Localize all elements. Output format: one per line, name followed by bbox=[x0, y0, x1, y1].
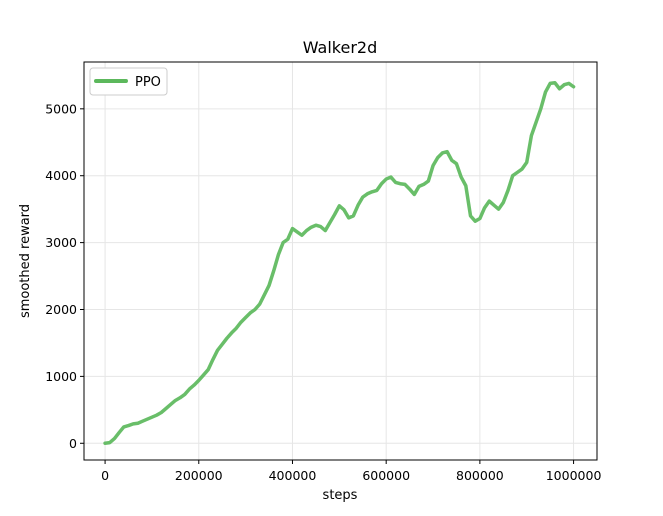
y-tick-label: 4000 bbox=[45, 168, 77, 183]
plot-frame bbox=[83, 61, 598, 461]
y-tick-label: 1000 bbox=[45, 369, 77, 384]
legend-box bbox=[89, 67, 168, 96]
legend-label-ppo: PPO bbox=[135, 75, 161, 90]
series-line-ppo bbox=[103, 80, 576, 446]
y-tick-label: 3000 bbox=[45, 235, 77, 250]
y-tick-label: 5000 bbox=[45, 101, 77, 116]
y-axis-label: smoothed reward bbox=[18, 204, 33, 318]
series-layer bbox=[103, 80, 576, 446]
x-axis: 0 200000 400000 600000 800000 1000000 bbox=[101, 460, 601, 483]
x-tick-label: 800000 bbox=[456, 468, 504, 483]
x-tick-label: 0 bbox=[101, 468, 109, 483]
x-tick-label: 1000000 bbox=[546, 468, 602, 483]
x-tick-label: 200000 bbox=[175, 468, 223, 483]
y-axis: 0 1000 2000 3000 4000 5000 bbox=[45, 101, 84, 451]
x-tick-label: 400000 bbox=[269, 468, 317, 483]
legend: PPO bbox=[89, 67, 168, 96]
chart-title: Walker2d bbox=[303, 38, 378, 57]
y-tick-label: 2000 bbox=[45, 302, 77, 317]
y-tick-label: 0 bbox=[69, 436, 77, 451]
x-axis-label: steps bbox=[323, 488, 358, 503]
x-tick-label: 600000 bbox=[362, 468, 410, 483]
